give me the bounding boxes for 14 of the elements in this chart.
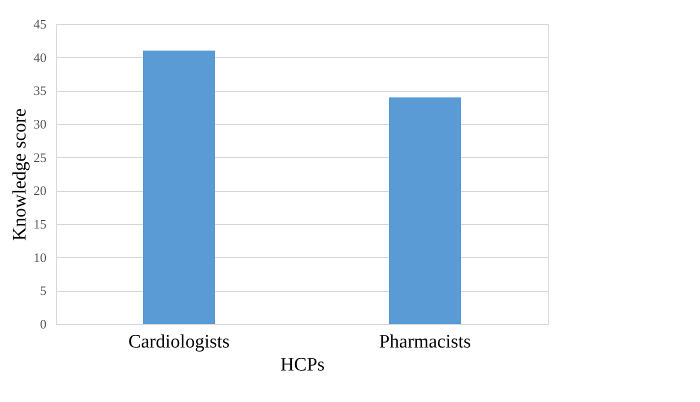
y-tick-label: 20: [34, 183, 46, 198]
x-axis-title: HCPs: [280, 354, 325, 376]
x-tick-label: Pharmacists: [379, 332, 471, 352]
y-tick-label: 35: [34, 83, 46, 98]
y-tick-label: 25: [34, 150, 46, 165]
y-tick-label: 40: [34, 50, 46, 65]
y-tick-label: 0: [40, 316, 46, 332]
y-tick-label: 10: [34, 250, 46, 265]
x-tick-label: Cardiologists: [128, 332, 230, 352]
y-tick-label: 30: [34, 116, 46, 132]
y-tick-label: 5: [40, 283, 46, 298]
y-tick-label: 15: [34, 216, 46, 232]
y-axis-title: Knowledge score: [10, 108, 30, 241]
y-tick-label: 45: [34, 16, 46, 32]
